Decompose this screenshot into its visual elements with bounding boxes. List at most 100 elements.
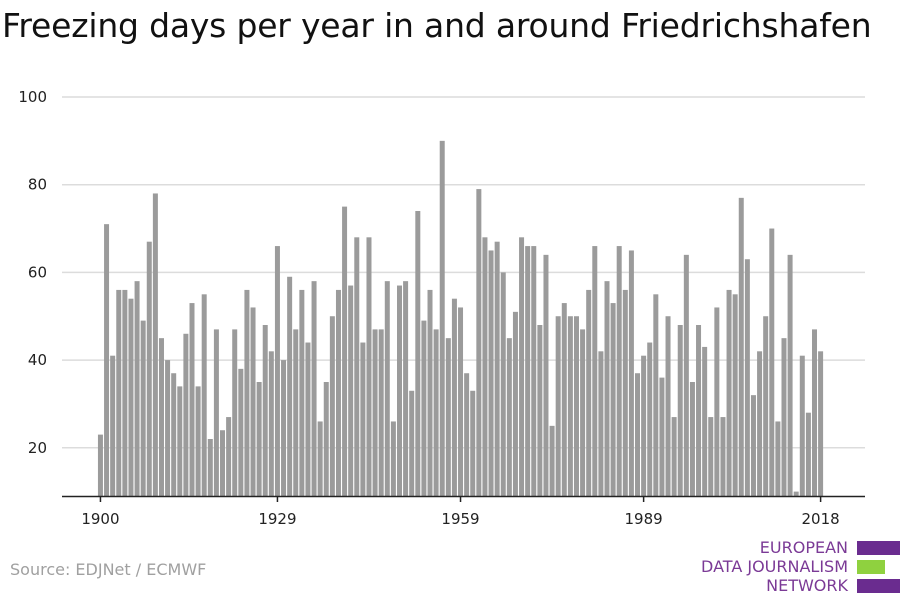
bar-1951 xyxy=(409,390,415,496)
bar-1965 xyxy=(494,241,500,496)
bar-1927 xyxy=(262,325,268,496)
bar-1997 xyxy=(689,382,695,496)
bar-2016 xyxy=(805,412,811,496)
bar-1974 xyxy=(549,425,555,496)
bar-1998 xyxy=(696,325,702,496)
bar-1923 xyxy=(238,368,244,496)
bar-1925 xyxy=(250,307,256,496)
bar-1962 xyxy=(476,189,482,496)
bar-1972 xyxy=(537,325,543,496)
bar-1903 xyxy=(116,289,122,496)
bar-1909 xyxy=(152,193,158,496)
bar-1971 xyxy=(531,246,537,496)
bar-2018 xyxy=(818,351,824,496)
bar-2010 xyxy=(769,228,775,497)
bar-2003 xyxy=(726,289,732,496)
bar-1949 xyxy=(397,285,402,496)
y-axis-ticks: 20 40 60 80 100 xyxy=(18,88,47,457)
bar-1960 xyxy=(464,373,470,496)
y-tick-label: 60 xyxy=(28,263,47,281)
bar-1973 xyxy=(543,254,549,496)
bar-2014 xyxy=(793,491,799,496)
chart-title: Freezing days per year in and around Fri… xyxy=(2,6,872,45)
bar-1914 xyxy=(183,333,189,496)
bar-1964 xyxy=(488,250,494,496)
bar-1958 xyxy=(451,298,457,496)
y-tick-label: 40 xyxy=(28,351,47,369)
x-axis: 1900 1929 1959 1989 2018 xyxy=(62,495,865,528)
bar-1996 xyxy=(683,254,689,496)
bar-1930 xyxy=(281,360,287,496)
bar-1979 xyxy=(580,329,586,496)
bar-1946 xyxy=(378,329,384,496)
bar-2001 xyxy=(714,307,720,496)
source-note: Source: EDJNet / ECMWF xyxy=(10,560,207,579)
bar-1900 xyxy=(97,434,103,496)
bar-1913 xyxy=(177,386,183,496)
bar-1985 xyxy=(616,246,622,496)
bar-1968 xyxy=(512,311,518,496)
logo-bar-1 xyxy=(857,541,900,555)
bar-1952 xyxy=(415,211,421,496)
y-tick-label: 80 xyxy=(28,176,47,194)
x-tick-label: 1929 xyxy=(258,510,296,528)
bar-1955 xyxy=(433,329,439,496)
bar-1956 xyxy=(439,140,445,496)
bar-1931 xyxy=(287,276,293,496)
bar-1980 xyxy=(586,289,592,496)
bar-1915 xyxy=(189,303,195,496)
logo-bar-3 xyxy=(857,579,900,593)
bar-1904 xyxy=(122,289,128,496)
gridlines xyxy=(62,96,865,449)
bar-2000 xyxy=(708,417,714,496)
bar-2005 xyxy=(738,197,744,496)
bar-1926 xyxy=(256,382,262,496)
bar-1944 xyxy=(366,237,372,496)
bars xyxy=(97,140,824,497)
bar-1932 xyxy=(293,329,299,496)
bar-2017 xyxy=(812,329,817,496)
logo-line-1: EUROPEAN xyxy=(759,538,848,557)
bar-1922 xyxy=(232,329,238,496)
bar-1934 xyxy=(305,342,311,496)
bar-1999 xyxy=(702,346,708,496)
bar-1901 xyxy=(104,224,110,496)
y-tick-label: 20 xyxy=(28,439,47,457)
bar-1990 xyxy=(647,342,653,496)
y-tick-label: 100 xyxy=(18,88,47,106)
bar-1918 xyxy=(207,439,213,496)
x-tick-label: 1900 xyxy=(81,510,119,528)
bar-2007 xyxy=(750,395,756,496)
bar-1940 xyxy=(342,206,348,496)
bar-1950 xyxy=(403,281,409,496)
bar-2004 xyxy=(732,294,738,496)
bar-1924 xyxy=(244,289,250,496)
bar-1954 xyxy=(427,289,433,496)
bar-1981 xyxy=(592,246,598,496)
logo-line-2: DATA JOURNALISM xyxy=(701,557,848,576)
bar-2006 xyxy=(744,259,750,496)
bar-2011 xyxy=(775,421,781,496)
bar-1957 xyxy=(445,338,451,496)
bar-2013 xyxy=(787,254,793,496)
bar-1991 xyxy=(653,294,659,496)
bar-2012 xyxy=(781,338,787,496)
bar-1938 xyxy=(329,316,335,496)
bar-1943 xyxy=(360,342,366,496)
bar-1902 xyxy=(110,355,116,496)
bar-1910 xyxy=(158,338,164,496)
bar-1916 xyxy=(195,386,201,496)
bar-1912 xyxy=(171,373,177,496)
bar-2008 xyxy=(757,351,763,496)
x-tick-label: 2018 xyxy=(802,510,840,528)
bar-1928 xyxy=(268,351,274,496)
bar-1935 xyxy=(311,281,317,496)
bar-1994 xyxy=(671,417,677,496)
bar-1917 xyxy=(201,294,207,496)
bar-1988 xyxy=(635,373,641,496)
bar-1977 xyxy=(567,316,573,496)
bar-1906 xyxy=(134,281,140,496)
bar-1970 xyxy=(525,246,531,496)
bar-1908 xyxy=(146,241,152,496)
